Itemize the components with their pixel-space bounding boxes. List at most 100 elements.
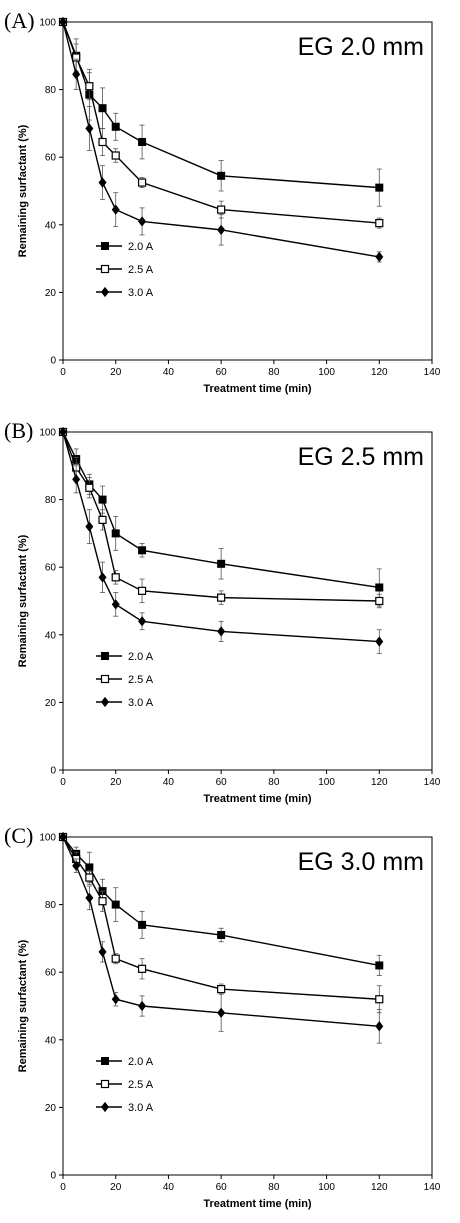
x-tick-label: 40 [163, 777, 175, 788]
x-tick-label: 60 [216, 367, 228, 378]
panel-label: (A) [4, 8, 35, 33]
x-axis-title: Treatment time (min) [203, 793, 312, 805]
data-point [85, 873, 94, 882]
legend-item: 2.0 A [96, 651, 154, 663]
x-tick-label: 0 [60, 777, 66, 788]
plot-frame [62, 836, 433, 1176]
x-tick-label: 80 [268, 777, 280, 788]
series-3-0-A [58, 831, 384, 1044]
legend-marker [100, 696, 110, 708]
x-tick-label: 60 [216, 777, 228, 788]
data-point [72, 474, 81, 485]
data-point [375, 636, 384, 647]
data-point [85, 123, 94, 134]
data-point [217, 626, 226, 637]
x-tick-label: 140 [424, 777, 441, 788]
legend-marker [100, 1079, 110, 1089]
data-point [85, 483, 94, 492]
legend-label: 2.0 A [128, 1056, 154, 1068]
data-point [98, 515, 107, 524]
x-tick-label: 40 [163, 367, 175, 378]
chart-title: EG 3.0 mm [298, 848, 424, 876]
data-point [85, 82, 94, 91]
y-axis-title: Remaining surfactant (%) [17, 124, 29, 257]
legend-item: 2.5 A [96, 1079, 154, 1091]
x-tick-label: 20 [110, 367, 122, 378]
y-tick-label: 60 [45, 563, 57, 574]
y-tick-label: 40 [45, 630, 57, 641]
data-point [375, 251, 384, 263]
x-tick-label: 40 [163, 1182, 175, 1193]
data-point [111, 994, 120, 1005]
legend-label: 3.0 A [128, 1102, 154, 1114]
data-point [111, 122, 120, 131]
data-point [111, 573, 120, 582]
x-tick-label: 0 [60, 1182, 66, 1193]
x-tick-label: 120 [371, 777, 388, 788]
data-point [138, 546, 147, 555]
data-point [217, 931, 226, 940]
series-2-5-A [58, 17, 384, 229]
x-tick-label: 100 [318, 1182, 335, 1193]
y-axis-title: Remaining surfactant (%) [17, 939, 29, 1072]
data-point [111, 151, 120, 160]
data-point [138, 137, 147, 146]
data-point [217, 224, 226, 236]
legend-label: 2.5 A [128, 674, 154, 686]
series-3-0-A [58, 426, 384, 654]
legend-item: 3.0 A [96, 696, 154, 709]
y-tick-label: 0 [50, 356, 56, 367]
y-tick-label: 60 [45, 153, 57, 164]
plot-frame [62, 431, 433, 771]
x-tick-label: 80 [268, 1182, 280, 1193]
data-point [138, 920, 147, 929]
x-tick-label: 60 [216, 1182, 228, 1193]
x-tick-label: 20 [110, 777, 122, 788]
data-point [98, 946, 107, 958]
data-point [98, 495, 107, 504]
legend-label: 3.0 A [128, 287, 154, 299]
x-tick-label: 20 [110, 1182, 122, 1193]
chart-title: EG 2.5 mm [298, 443, 424, 471]
legend-label: 2.0 A [128, 241, 154, 253]
legend-item: 3.0 A [96, 1101, 154, 1114]
x-tick-label: 100 [318, 777, 335, 788]
legend-marker [100, 286, 110, 298]
data-point [375, 583, 384, 592]
legend-marker [100, 1101, 110, 1113]
data-point [98, 104, 107, 113]
data-point [137, 586, 147, 595]
data-point [375, 961, 384, 970]
data-point [85, 892, 94, 903]
legend-label: 2.5 A [128, 264, 154, 276]
data-point [98, 897, 107, 906]
data-point [138, 616, 147, 627]
x-tick-label: 140 [424, 367, 441, 378]
x-tick-label: 100 [318, 367, 335, 378]
data-point [138, 1000, 147, 1012]
y-tick-label: 100 [39, 833, 56, 844]
data-point [138, 216, 147, 227]
legend-marker [101, 242, 109, 250]
data-point [375, 596, 384, 606]
x-tick-label: 80 [268, 367, 280, 378]
data-point [217, 559, 226, 568]
y-tick-label: 80 [45, 900, 57, 911]
y-tick-label: 20 [45, 698, 57, 709]
x-tick-label: 120 [371, 1182, 388, 1193]
legend-label: 2.0 A [128, 651, 154, 663]
legend-item: 3.0 A [96, 286, 154, 299]
data-point [85, 521, 94, 532]
x-axis-title: Treatment time (min) [203, 1198, 312, 1210]
legend-label: 3.0 A [128, 697, 154, 709]
y-axis-title: Remaining surfactant (%) [17, 534, 29, 667]
y-tick-label: 20 [45, 288, 57, 299]
legend: 2.0 A 2.5 A 3.0 A [96, 241, 154, 299]
y-tick-label: 0 [50, 1171, 56, 1182]
y-tick-label: 100 [39, 18, 56, 29]
data-point [137, 964, 147, 973]
line-chart: 0 20 40 60 80 100 120 140 0 20 40 60 80 100 Treatment … [17, 831, 441, 1210]
panel-label: (C) [4, 823, 34, 848]
legend-item: 2.5 A [96, 264, 154, 276]
x-axis-title: Treatment time (min) [203, 383, 312, 395]
